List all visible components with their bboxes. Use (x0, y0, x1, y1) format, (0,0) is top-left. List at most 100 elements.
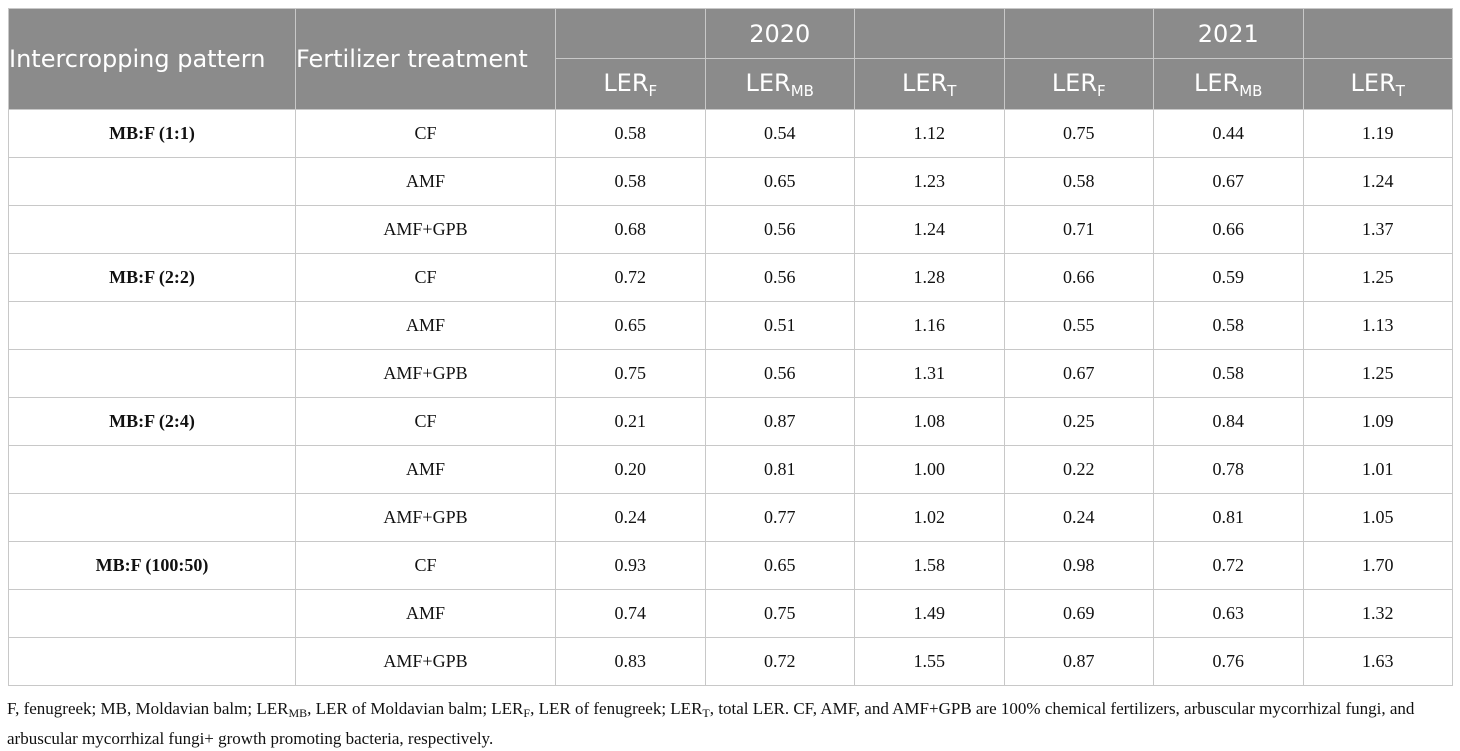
header-blank (555, 8, 706, 59)
header-intercropping-pattern: Intercropping pattern (8, 8, 296, 110)
ler-value-cell: 0.93 (555, 541, 706, 590)
table-row: MB:F (1:1) CF 0.58 0.54 1.12 0.75 0.44 1.19 (8, 109, 1453, 158)
ler-value-cell: 0.77 (704, 493, 855, 542)
ler-value-cell: 0.72 (1153, 541, 1304, 590)
ler-value-cell: 1.09 (1302, 397, 1453, 446)
intercropping-pattern-cell (8, 301, 296, 350)
table-header: Intercropping pattern Fertilizer treatme… (8, 8, 1453, 110)
ler-value-cell: 1.63 (1302, 637, 1453, 686)
ler-value-cell: 0.56 (704, 205, 855, 254)
ler-value-cell: 1.13 (1302, 301, 1453, 350)
ler-value-cell: 0.67 (1153, 157, 1304, 206)
ler-value-cell: 0.68 (555, 205, 706, 254)
ler-value-cell: 0.81 (1153, 493, 1304, 542)
table-row: AMF+GPB 0.75 0.56 1.31 0.67 0.58 1.25 (8, 349, 1453, 398)
ler-value-cell: 0.75 (1003, 109, 1154, 158)
ler-value-cell: 1.49 (854, 589, 1005, 638)
ler-value-cell: 1.19 (1302, 109, 1453, 158)
header-ler-f-2021: LERF (1003, 58, 1154, 110)
ler-value-cell: 0.63 (1153, 589, 1304, 638)
table-row: MB:F (100:50) CF 0.93 0.65 1.58 0.98 0.72 1.70 (8, 541, 1453, 590)
fertilizer-treatment-cell: AMF+GPB (295, 493, 556, 542)
ler-value-cell: 1.01 (1302, 445, 1453, 494)
table-row: AMF 0.74 0.75 1.49 0.69 0.63 1.32 (8, 589, 1453, 638)
intercropping-pattern-cell (8, 157, 296, 206)
ler-value-cell: 0.20 (555, 445, 706, 494)
table-footnote: F, fenugreek; MB, Moldavian balm; LERMB,… (7, 699, 1415, 748)
ler-value-cell: 0.72 (704, 637, 855, 686)
ler-value-cell: 0.65 (704, 541, 855, 590)
ler-value-cell: 0.25 (1003, 397, 1154, 446)
intercropping-pattern-cell: MB:F (1:1) (8, 109, 296, 158)
fertilizer-treatment-cell: AMF (295, 157, 556, 206)
ler-value-cell: 1.24 (854, 205, 1005, 254)
ler-value-cell: 0.56 (704, 253, 855, 302)
intercropping-pattern-cell (8, 445, 296, 494)
ler-value-cell: 1.00 (854, 445, 1005, 494)
ler-value-cell: 0.66 (1003, 253, 1154, 302)
table-row: AMF+GPB 0.68 0.56 1.24 0.71 0.66 1.37 (8, 205, 1453, 254)
table-row: AMF 0.58 0.65 1.23 0.58 0.67 1.24 (8, 157, 1453, 206)
intercropping-pattern-cell: MB:F (100:50) (8, 541, 296, 590)
fertilizer-treatment-cell: CF (295, 253, 556, 302)
ler-value-cell: 0.44 (1153, 109, 1304, 158)
fertilizer-treatment-cell: CF (295, 541, 556, 590)
ler-value-cell: 0.84 (1153, 397, 1304, 446)
ler-value-cell: 0.74 (555, 589, 706, 638)
fertilizer-treatment-cell: CF (295, 397, 556, 446)
ler-value-cell: 1.16 (854, 301, 1005, 350)
header-ler-mb-2020: LERMB (704, 58, 855, 110)
intercropping-pattern-cell (8, 637, 296, 686)
ler-value-cell: 0.69 (1003, 589, 1154, 638)
fertilizer-treatment-cell: AMF+GPB (295, 637, 556, 686)
header-fertilizer-treatment: Fertilizer treatment (295, 8, 556, 110)
header-ler-mb-2021: LERMB (1153, 58, 1304, 110)
ler-value-cell: 1.28 (854, 253, 1005, 302)
ler-value-cell: 0.98 (1003, 541, 1154, 590)
ler-value-cell: 0.65 (555, 301, 706, 350)
header-year-2020: 2020 (704, 8, 855, 59)
ler-value-cell: 0.54 (704, 109, 855, 158)
header-blank (1003, 8, 1154, 59)
header-year-2021: 2021 (1153, 8, 1304, 59)
ler-value-cell: 0.22 (1003, 445, 1154, 494)
fertilizer-treatment-cell: AMF (295, 589, 556, 638)
ler-value-cell: 1.23 (854, 157, 1005, 206)
ler-value-cell: 1.02 (854, 493, 1005, 542)
ler-value-cell: 0.76 (1153, 637, 1304, 686)
table-body: MB:F (1:1) CF 0.58 0.54 1.12 0.75 0.44 1.19 AMF 0… (8, 109, 1453, 686)
ler-value-cell: 1.58 (854, 541, 1005, 590)
ler-value-cell: 0.58 (1153, 349, 1304, 398)
ler-value-cell: 0.67 (1003, 349, 1154, 398)
ler-value-cell: 1.31 (854, 349, 1005, 398)
intercropping-pattern-cell: MB:F (2:4) (8, 397, 296, 446)
ler-value-cell: 0.75 (555, 349, 706, 398)
ler-value-cell: 0.56 (704, 349, 855, 398)
ler-value-cell: 1.25 (1302, 253, 1453, 302)
intercropping-pattern-cell (8, 205, 296, 254)
ler-value-cell: 0.71 (1003, 205, 1154, 254)
fertilizer-treatment-cell: AMF+GPB (295, 205, 556, 254)
intercropping-pattern-cell (8, 493, 296, 542)
ler-value-cell: 1.08 (854, 397, 1005, 446)
intercropping-pattern-cell: MB:F (2:2) (8, 253, 296, 302)
ler-value-cell: 0.58 (1153, 301, 1304, 350)
fertilizer-treatment-cell: AMF (295, 445, 556, 494)
ler-value-cell: 0.75 (704, 589, 855, 638)
ler-value-cell: 0.55 (1003, 301, 1154, 350)
ler-value-cell: 0.87 (1003, 637, 1154, 686)
ler-value-cell: 1.05 (1302, 493, 1453, 542)
ler-value-cell: 0.58 (1003, 157, 1154, 206)
intercropping-pattern-cell (8, 349, 296, 398)
fertilizer-treatment-cell: AMF+GPB (295, 349, 556, 398)
ler-value-cell: 1.55 (854, 637, 1005, 686)
ler-value-cell: 0.51 (704, 301, 855, 350)
header-blank (1302, 8, 1453, 59)
ler-value-cell: 1.12 (854, 109, 1005, 158)
header-blank (854, 8, 1005, 59)
table-row: MB:F (2:2) CF 0.72 0.56 1.28 0.66 0.59 1.25 (8, 253, 1453, 302)
fertilizer-treatment-cell: CF (295, 109, 556, 158)
ler-table: Intercropping pattern Fertilizer treatme… (8, 8, 1453, 686)
ler-value-cell: 1.25 (1302, 349, 1453, 398)
intercropping-pattern-cell (8, 589, 296, 638)
